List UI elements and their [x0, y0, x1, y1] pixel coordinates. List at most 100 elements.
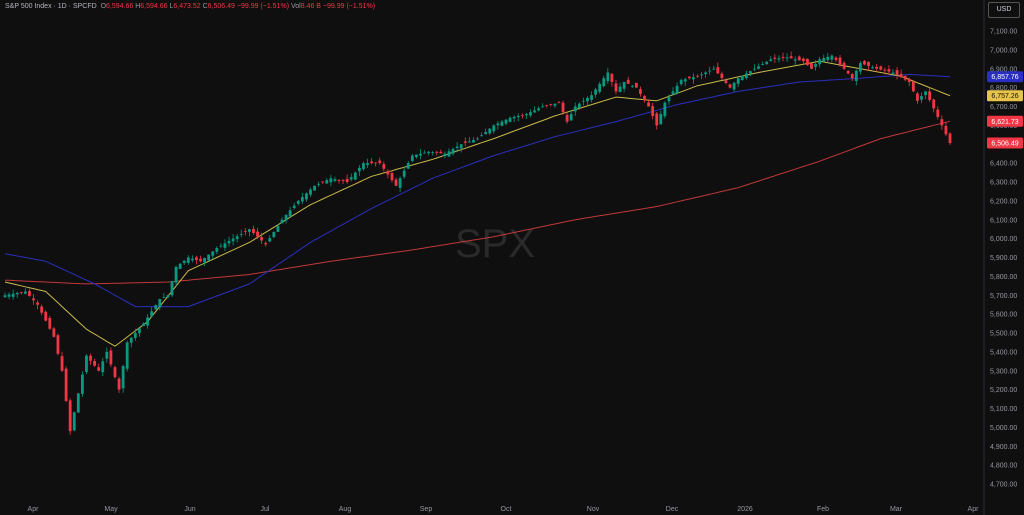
- price-tick-label: 5,800.00: [990, 274, 1017, 281]
- candle: [300, 192, 304, 205]
- candle: [590, 91, 593, 103]
- candle: [541, 103, 545, 108]
- candle: [76, 392, 80, 413]
- candle: [353, 171, 357, 181]
- candle: [382, 161, 386, 172]
- candle: [488, 128, 492, 135]
- candle: [797, 55, 801, 61]
- candle: [480, 132, 483, 137]
- high-label: H: [135, 3, 141, 10]
- time-tick-label: 2026: [737, 506, 753, 513]
- candle: [529, 109, 532, 118]
- candle: [36, 300, 39, 310]
- candle: [773, 54, 777, 63]
- candle: [325, 178, 329, 184]
- candle: [129, 337, 133, 348]
- price-tick-label: 6,400.00: [990, 161, 1017, 168]
- price-tick-label: 6,800.00: [990, 85, 1017, 92]
- time-axis[interactable]: Apr May Jun Jul Aug Sep Oct Nov Dec 2026 Feb Mar Apr: [28, 506, 980, 513]
- candle: [850, 72, 854, 81]
- candle: [602, 75, 606, 88]
- close-label: C: [202, 3, 208, 10]
- candle: [166, 295, 170, 299]
- candle: [23, 288, 27, 295]
- symbol-title[interactable]: S&P 500 Index · 1D · SPCFD: [5, 3, 97, 10]
- time-tick-label: Mar: [890, 506, 903, 513]
- candle: [11, 289, 15, 300]
- candle: [586, 96, 589, 106]
- price-axis[interactable]: 7,100.00 7,000.00 6,900.00 6,800.00 6,700.00…: [990, 29, 1017, 489]
- candle: [423, 150, 426, 154]
- candle: [52, 326, 56, 338]
- candle: [252, 225, 255, 235]
- price-tick-label: 6,100.00: [990, 217, 1017, 224]
- price-tick-label: 4,700.00: [990, 482, 1017, 489]
- candle: [822, 54, 826, 63]
- candle: [178, 263, 182, 269]
- candle: [60, 351, 64, 372]
- candle: [561, 100, 565, 115]
- candle: [679, 78, 683, 86]
- candle: [235, 233, 239, 243]
- candle: [537, 106, 540, 112]
- candle: [288, 206, 292, 218]
- candle: [195, 255, 198, 265]
- candle: [948, 132, 952, 146]
- candle: [443, 151, 447, 159]
- candle: [582, 97, 585, 106]
- candle: [504, 119, 508, 126]
- candle: [256, 227, 259, 240]
- svg-text:6,506.49: 6,506.49: [991, 141, 1018, 148]
- time-tick-label: Aug: [339, 506, 352, 513]
- candle: [675, 82, 679, 95]
- candle: [207, 254, 211, 262]
- candle: [492, 124, 496, 134]
- candle: [415, 154, 418, 159]
- price-tick-label: 4,800.00: [990, 463, 1017, 470]
- candle: [740, 75, 744, 81]
- change-value: −99.99 (−1.51%): [236, 3, 290, 10]
- candle: [830, 54, 834, 63]
- candle: [749, 70, 752, 77]
- candle: [891, 69, 895, 76]
- candle: [765, 61, 769, 65]
- price-tick-label: 6,700.00: [990, 104, 1017, 111]
- candle: [533, 106, 536, 113]
- candle: [398, 176, 402, 193]
- candle: [390, 170, 394, 183]
- candle: [736, 77, 740, 88]
- candle: [313, 185, 316, 191]
- candle: [345, 174, 349, 184]
- candle: [451, 147, 455, 156]
- currency-selector[interactable]: USD: [988, 2, 1020, 18]
- candle: [936, 106, 940, 120]
- candle: [496, 120, 500, 130]
- price-tick-label: 7,000.00: [990, 47, 1017, 54]
- candle: [687, 76, 691, 80]
- candle: [920, 92, 923, 104]
- candle: [44, 310, 48, 322]
- candle: [757, 63, 760, 70]
- candle: [911, 80, 915, 93]
- candle: [753, 64, 756, 72]
- candle: [761, 61, 765, 66]
- candle: [374, 162, 378, 167]
- volume-label: Vol: [290, 3, 301, 10]
- candle: [85, 354, 88, 375]
- price-tick-label: 5,000.00: [990, 425, 1017, 432]
- candle: [284, 214, 288, 224]
- candle: [349, 173, 353, 182]
- candle: [907, 77, 911, 87]
- candle: [3, 292, 7, 298]
- candle: [610, 72, 614, 87]
- candle: [15, 291, 19, 298]
- candle: [203, 257, 206, 267]
- candle: [276, 224, 280, 232]
- candle: [97, 363, 101, 372]
- candle: [867, 61, 870, 70]
- candle: [630, 84, 634, 88]
- candle: [720, 71, 724, 80]
- candle: [410, 153, 414, 163]
- candle: [667, 94, 671, 105]
